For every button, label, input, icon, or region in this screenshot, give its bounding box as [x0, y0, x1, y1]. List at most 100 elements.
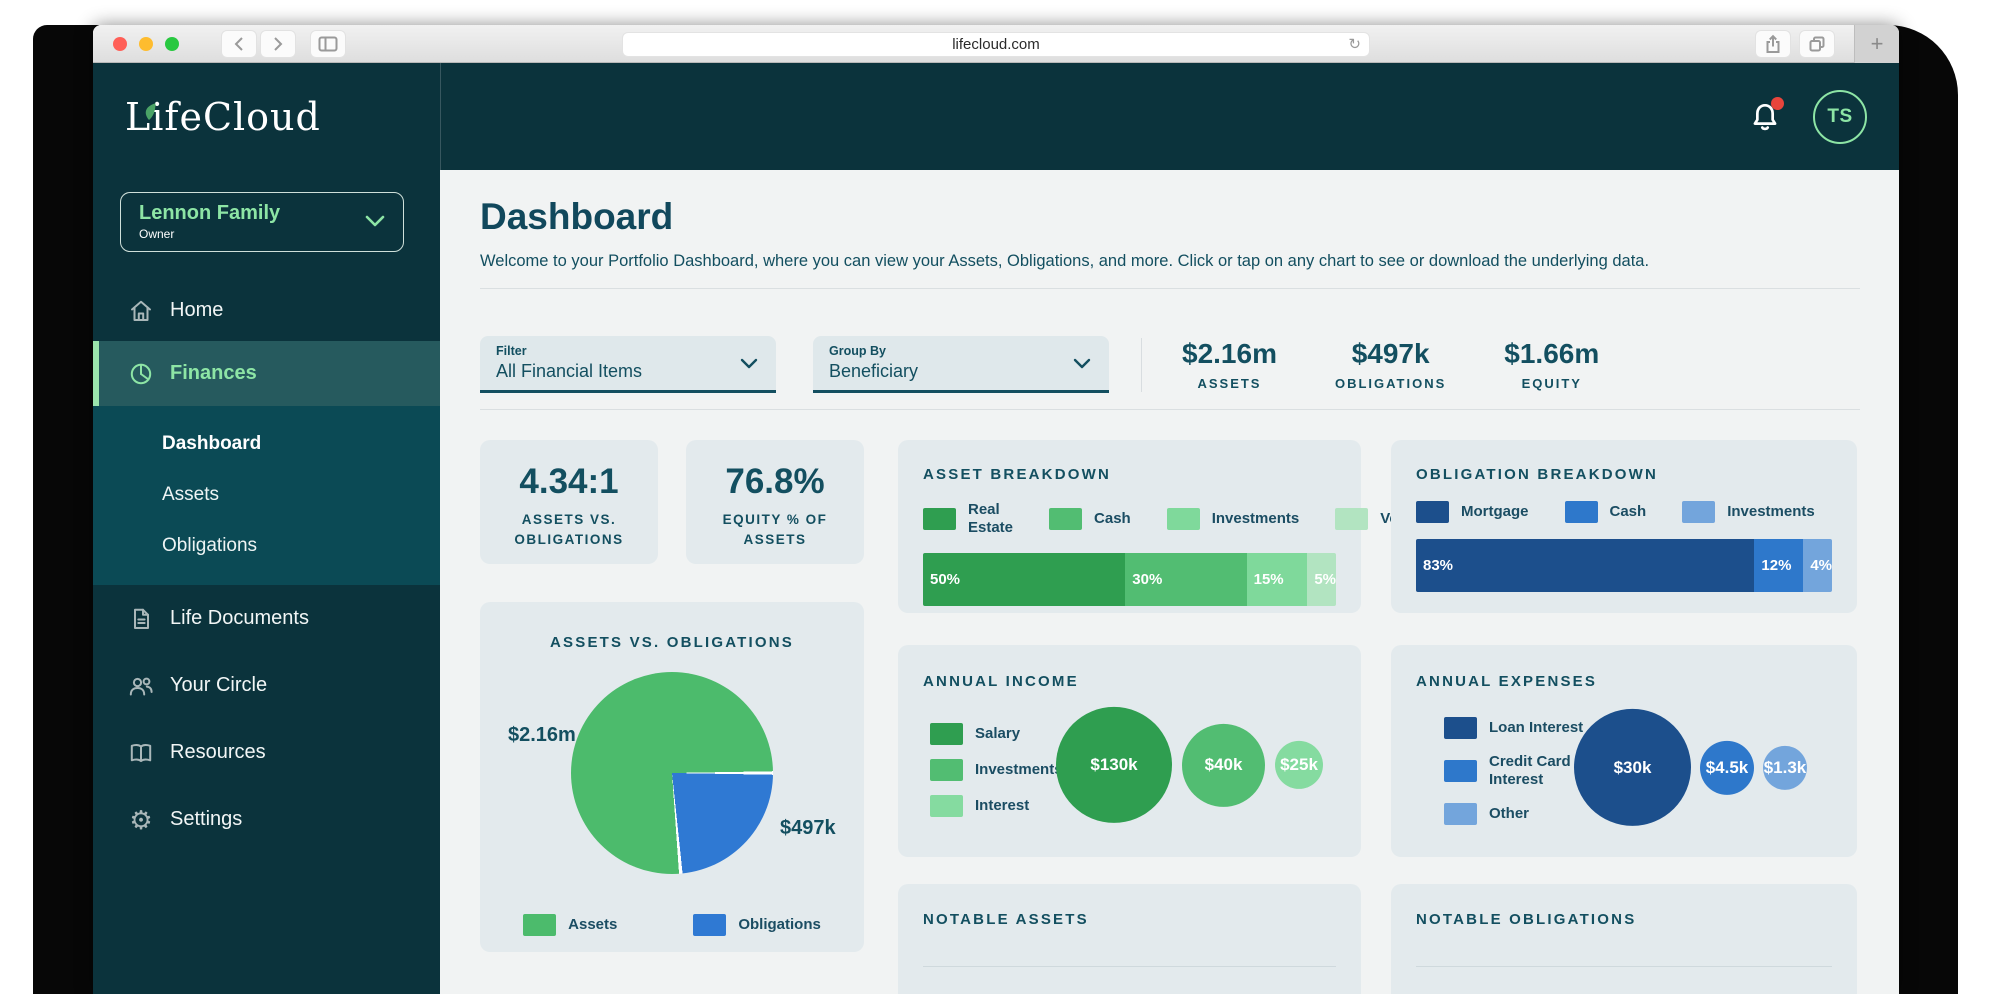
bubble[interactable]: $40k	[1182, 723, 1265, 807]
leaf-icon	[145, 102, 156, 120]
legend-item: Assets	[523, 914, 617, 936]
group-by-select[interactable]: Group By Beneficiary	[813, 336, 1109, 393]
sidebar-subitem-assets[interactable]: Assets	[162, 483, 220, 505]
card-title: NOTABLE ASSETS	[923, 911, 1089, 928]
tab-overview-button[interactable]	[1799, 30, 1835, 58]
legend-item: Investments	[1682, 501, 1815, 523]
bar-segment[interactable]: 4%	[1803, 539, 1832, 592]
bar-segment[interactable]: 5%	[1307, 553, 1336, 606]
sidebar-item-home[interactable]: Home	[93, 280, 440, 341]
card-title: ASSET BREAKDOWN	[923, 466, 1112, 483]
bar-segment[interactable]: 12%	[1754, 539, 1804, 592]
legend-swatch	[930, 759, 963, 781]
home-icon	[128, 299, 154, 322]
obligation-breakdown-card[interactable]: OBLIGATION BREAKDOWN Mortgage Cash Investm…	[1391, 440, 1857, 613]
sidebar-item-label: Finances	[170, 362, 257, 384]
legend-swatch	[693, 914, 727, 936]
legend-label: Investments	[1211, 510, 1300, 527]
sidebar-item-life-documents[interactable]: Life Documents	[93, 585, 440, 652]
legend-swatch	[930, 795, 963, 817]
bar-segment[interactable]: 83%	[1416, 539, 1755, 592]
dashboard-content: Dashboard Welcome to your Portfolio Dash…	[440, 170, 1899, 994]
legend-label: Credit Card Interest	[1489, 753, 1571, 788]
legend-item: Interest	[930, 795, 1063, 817]
card-title: ASSETS VS. OBLIGATIONS	[550, 634, 794, 651]
browser-chrome: lifecloud.com ↻ +	[93, 25, 1899, 63]
left-column: 4.34:1 ASSETS VS. OBLIGATIONS 76.8% EQUI…	[480, 440, 864, 994]
assets-vs-obligations-card[interactable]: ASSETS VS. OBLIGATIONS $2.16m $497k Asse…	[480, 602, 864, 952]
obligation-breakdown-legend: Mortgage Cash Investments	[1416, 501, 1832, 523]
url-bar[interactable]: lifecloud.com ↻	[622, 32, 1370, 57]
card-title: OBLIGATION BREAKDOWN	[1416, 466, 1659, 483]
traffic-lights	[113, 36, 179, 51]
url-text: lifecloud.com	[952, 36, 1040, 53]
bar-segment[interactable]: 50%	[923, 553, 1126, 606]
bar-segment[interactable]: 15%	[1246, 553, 1308, 606]
assets-obligations-pie[interactable]	[571, 672, 773, 874]
asset-breakdown-bar: 50% 30% 15% 5%	[923, 553, 1336, 606]
legend-swatch	[1335, 508, 1369, 530]
filter-select[interactable]: Filter All Financial Items	[480, 336, 776, 393]
pie-legend: Assets Obligations	[480, 914, 864, 936]
account-name: Lennon Family	[139, 202, 281, 224]
forward-button[interactable]	[260, 29, 296, 58]
bubble[interactable]: $25k	[1275, 740, 1323, 789]
sidebar-item-your-circle[interactable]: Your Circle	[93, 652, 440, 719]
annual-expenses-card[interactable]: ANNUAL EXPENSES Loan Interest Credit Card…	[1391, 645, 1857, 857]
close-window-icon[interactable]	[113, 36, 127, 51]
bubble[interactable]: $4.5k	[1700, 740, 1754, 795]
asset-breakdown-card[interactable]: ASSET BREAKDOWN Real Estate Cash Investmen…	[898, 440, 1440, 613]
people-icon	[128, 674, 154, 698]
legend-item: Salary	[930, 723, 1063, 745]
notifications-button[interactable]	[1747, 96, 1784, 135]
legend-item: Obligations	[693, 914, 821, 936]
legend-label: Assets	[568, 916, 618, 933]
legend-label: Mortgage	[1461, 503, 1529, 520]
bubble[interactable]: $30k	[1574, 708, 1691, 826]
zoom-window-icon[interactable]	[165, 36, 179, 51]
sidebar-item-label: Resources	[170, 741, 266, 763]
avatar[interactable]: TS	[1813, 89, 1867, 144]
legend-swatch	[1444, 760, 1477, 782]
legend-swatch	[923, 508, 956, 530]
reload-icon[interactable]: ↻	[1348, 36, 1361, 53]
table-divider	[923, 966, 1336, 967]
sidebar-subitem-obligations[interactable]: Obligations	[162, 534, 258, 556]
topbar: TS	[440, 63, 1899, 170]
legend-item: Real Estate	[923, 501, 1013, 537]
account-switcher[interactable]: Lennon Family Owner	[120, 192, 404, 252]
legend-label: Investments	[975, 761, 1063, 778]
app-logo[interactable]: LifeCloud	[125, 95, 321, 139]
legend-swatch	[1444, 803, 1477, 825]
finances-submenu: Dashboard Assets Obligations	[93, 406, 440, 585]
legend-label: Real Estate	[968, 501, 1014, 536]
bar-segment[interactable]: 30%	[1125, 553, 1247, 606]
chevron-left-icon	[234, 36, 243, 51]
sidebar-item-finances[interactable]: Finances	[93, 341, 440, 406]
legend-item: Investments	[1166, 501, 1300, 537]
sidebar-item-resources[interactable]: Resources	[93, 719, 440, 786]
notification-badge	[1771, 96, 1784, 110]
minimize-window-icon[interactable]	[139, 36, 153, 51]
share-button[interactable]	[1755, 30, 1791, 58]
bubble[interactable]: $1.3k	[1763, 745, 1807, 790]
sidebar-subitem-dashboard[interactable]: Dashboard	[162, 432, 262, 454]
card-title: ANNUAL EXPENSES	[1416, 673, 1598, 690]
bubble[interactable]: $130k	[1056, 706, 1172, 823]
pie-chart-icon	[128, 362, 154, 386]
annual-income-card[interactable]: ANNUAL INCOME Salary Investments Interest …	[898, 645, 1361, 857]
chrome-right-buttons	[1755, 30, 1835, 58]
welcome-text: Welcome to your Portfolio Dashboard, whe…	[480, 252, 1650, 270]
equity-percent-metric-card[interactable]: 76.8% EQUITY % OF ASSETS	[686, 440, 864, 564]
chevron-down-icon	[1073, 358, 1091, 369]
divider	[480, 409, 1860, 410]
back-button[interactable]	[221, 29, 257, 58]
sidebar-item-label: Settings	[170, 808, 243, 830]
new-tab-button[interactable]: +	[1854, 25, 1899, 63]
card-title: ANNUAL INCOME	[923, 673, 1079, 690]
sidebar-toggle-button[interactable]	[310, 29, 346, 58]
ratio-metric-card[interactable]: 4.34:1 ASSETS VS. OBLIGATIONS	[480, 440, 658, 564]
notable-obligations-card[interactable]: NOTABLE OBLIGATIONS	[1391, 884, 1857, 994]
sidebar-item-settings[interactable]: ⚙ Settings	[93, 786, 440, 853]
notable-assets-card[interactable]: NOTABLE ASSETS	[898, 884, 1361, 994]
